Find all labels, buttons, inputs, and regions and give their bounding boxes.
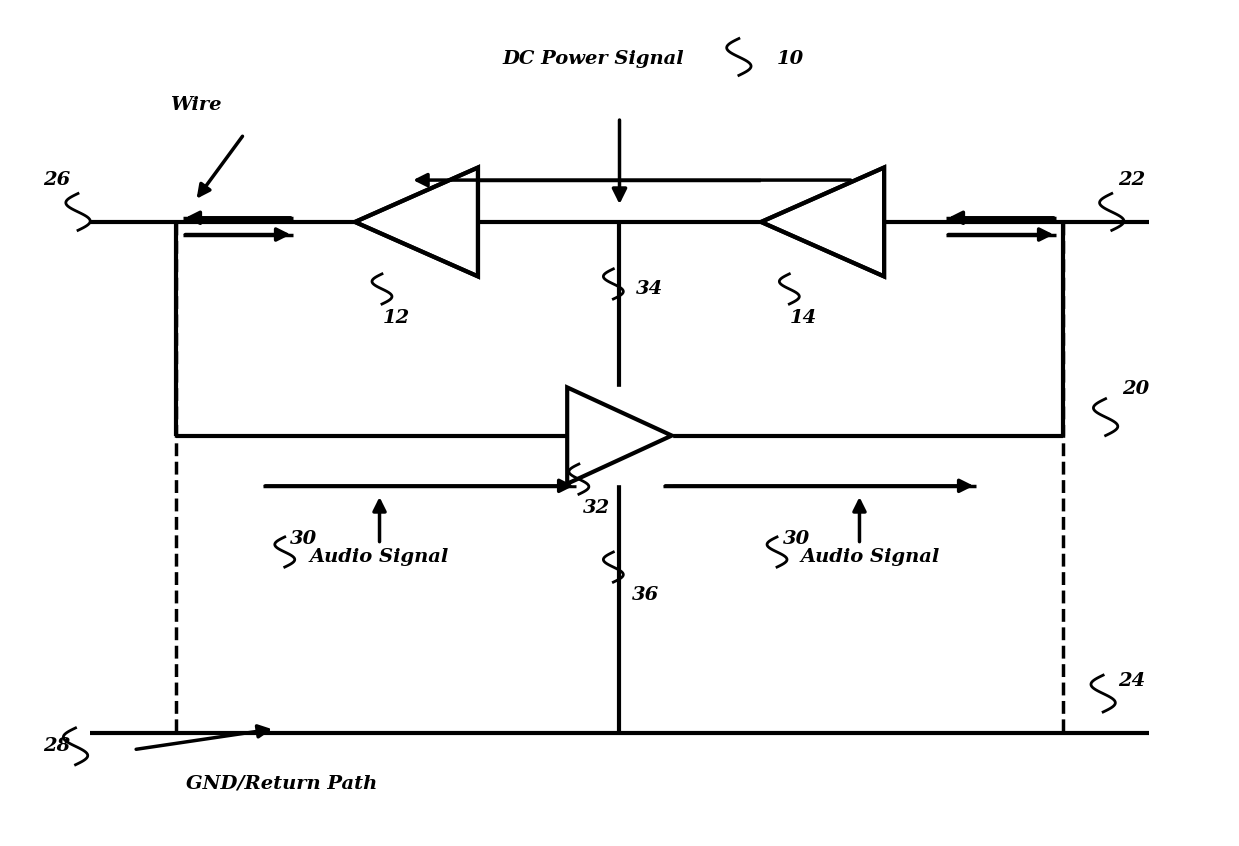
Text: 36: 36 bbox=[632, 585, 659, 604]
Text: 26: 26 bbox=[43, 171, 71, 189]
Text: 32: 32 bbox=[582, 499, 610, 518]
Text: DC Power Signal: DC Power Signal bbox=[503, 50, 684, 68]
Text: 24: 24 bbox=[1118, 672, 1145, 690]
Text: 14: 14 bbox=[789, 310, 817, 327]
Text: 22: 22 bbox=[1118, 171, 1145, 189]
Text: 20: 20 bbox=[1121, 381, 1149, 398]
Text: Audio Signal: Audio Signal bbox=[800, 548, 939, 566]
Text: GND/Return Path: GND/Return Path bbox=[186, 774, 378, 792]
Text: 10: 10 bbox=[777, 50, 804, 68]
Text: Wire: Wire bbox=[170, 96, 222, 113]
Text: 12: 12 bbox=[383, 310, 410, 327]
Text: Audio Signal: Audio Signal bbox=[310, 548, 449, 566]
Text: 30: 30 bbox=[290, 530, 317, 547]
Text: 34: 34 bbox=[636, 280, 663, 298]
Text: 28: 28 bbox=[43, 737, 71, 755]
Text: 30: 30 bbox=[783, 530, 810, 547]
